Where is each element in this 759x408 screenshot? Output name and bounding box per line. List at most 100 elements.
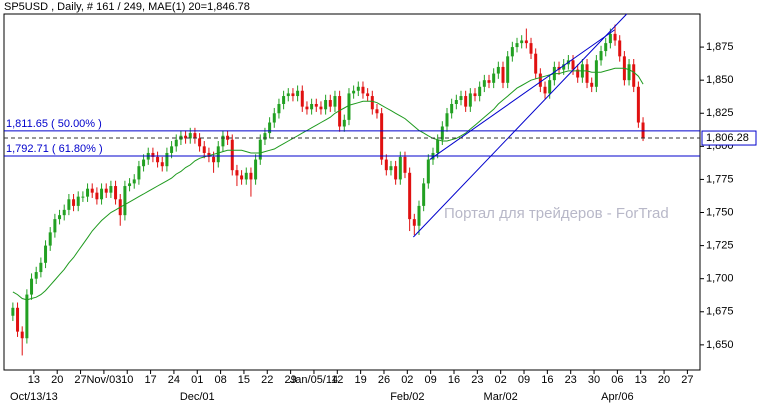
candle-body (268, 122, 272, 134)
candle-body (450, 103, 454, 114)
candle-body (263, 133, 267, 140)
candle-body (291, 93, 295, 97)
candle-body (398, 156, 402, 180)
y-tick-label: 1,675 (706, 306, 734, 318)
x-tick-label: 30 (588, 374, 600, 386)
candle-body (356, 86, 360, 91)
x-tick-label: 26 (378, 374, 390, 386)
candle-body (170, 146, 174, 153)
x-tick-label: 24 (168, 374, 180, 386)
y-tick-label: 1,650 (706, 339, 734, 351)
y-tick-label: 1,700 (706, 273, 734, 285)
x-month-label: Apr/06 (601, 391, 633, 403)
candle-body (599, 51, 603, 61)
fib-level-label: 1,811.65 ( 50.00% ) (6, 118, 102, 130)
candle-body (240, 175, 244, 180)
candle-body (408, 172, 412, 220)
candle-body (426, 159, 430, 184)
candle-body (310, 103, 314, 110)
x-tick-label: Nov/03 (86, 374, 121, 386)
candle-body (636, 86, 640, 123)
candle-body (571, 60, 575, 70)
candle-body (160, 162, 164, 167)
candle-body (272, 113, 276, 123)
candle-body (417, 205, 421, 226)
candle-body (16, 307, 20, 332)
x-tick-label: 13 (28, 374, 40, 386)
candle-body (543, 86, 547, 94)
candle-body (48, 232, 52, 246)
candle-body (342, 119, 346, 127)
y-tick-label: 1,875 (706, 41, 734, 53)
candle-body (594, 60, 598, 87)
candle-body (90, 188, 94, 193)
candle-body (100, 188, 104, 200)
x-month-label: Dec/01 (180, 391, 215, 403)
candle-body (25, 294, 29, 339)
candle-body (604, 43, 608, 52)
candle-body (67, 199, 71, 210)
x-tick-label: 23 (471, 374, 483, 386)
candle-body (370, 96, 374, 110)
candle-body (487, 80, 491, 83)
candle-body (585, 64, 589, 83)
candle-body (352, 90, 356, 94)
candle-body (590, 82, 594, 87)
plot-area (3, 13, 701, 371)
x-tick-label: 19 (355, 374, 367, 386)
candle-body (506, 56, 510, 83)
candle-body (20, 331, 24, 339)
candle-body (529, 43, 533, 54)
y-tick-label: 1,775 (706, 173, 734, 185)
candle-body (501, 66, 505, 83)
candle-body (394, 166, 398, 180)
candle-body (282, 96, 286, 104)
x-tick-label: 02 (401, 374, 413, 386)
candle-body (338, 96, 342, 127)
x-tick-label: 17 (144, 374, 156, 386)
candle-body (534, 53, 538, 74)
candle-body (319, 106, 323, 110)
candle-body (496, 66, 500, 74)
candle-body (221, 135, 225, 147)
candle-body (468, 93, 472, 107)
x-month-label: Oct/13/13 (10, 391, 58, 403)
candle-body (538, 73, 542, 87)
x-month-label: Mar/02 (484, 391, 518, 403)
candle-body (422, 183, 426, 206)
candle-body (296, 90, 300, 97)
candle-body (188, 133, 192, 139)
x-tick-label: 16 (541, 374, 553, 386)
x-tick-label: 13 (635, 374, 647, 386)
chart-title: SP5USD , Daily, # 161 / 249, MAE(1) 20=1… (4, 1, 250, 13)
candle-body (62, 209, 66, 216)
candle-body (198, 138, 202, 147)
candle-body (548, 80, 552, 94)
x-tick-label: 09 (425, 374, 437, 386)
x-tick-label: 23 (565, 374, 577, 386)
candle-body (473, 93, 477, 97)
candle-body (254, 159, 258, 180)
x-tick-label: 20 (51, 374, 63, 386)
candle-body (459, 96, 463, 101)
candle-body (11, 307, 15, 316)
x-tick-label: 29 (284, 374, 296, 386)
candle-body (613, 33, 617, 41)
x-tick-label: 12 (331, 374, 343, 386)
y-tick-label: 1,725 (706, 240, 734, 252)
candle-body (347, 93, 351, 120)
x-tick-label: 10 (121, 374, 133, 386)
candle-body (403, 156, 407, 173)
candle-body (114, 186, 118, 200)
candle-body (300, 90, 304, 107)
x-tick-label: 20 (658, 374, 670, 386)
candle-body (34, 272, 38, 279)
candle-body (524, 40, 528, 44)
x-tick-label: 15 (238, 374, 250, 386)
candle-body (128, 183, 132, 187)
candle-body (562, 64, 566, 70)
candle-body (492, 73, 496, 83)
x-tick-label: 16 (448, 374, 460, 386)
candle-body (142, 159, 146, 167)
candle-body (230, 139, 234, 171)
